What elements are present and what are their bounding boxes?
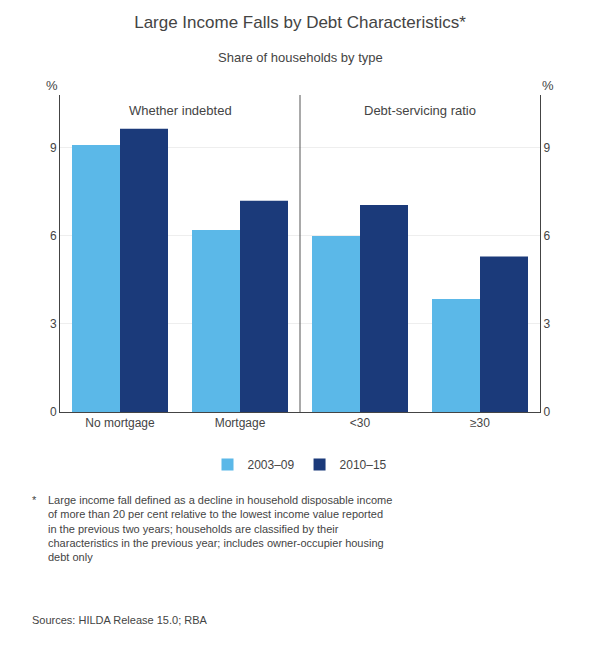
svg-text:Large income fall defined as a: Large income fall defined as a decline i… — [48, 494, 392, 563]
svg-text:9: 9 — [543, 141, 550, 155]
svg-text:Sources: HILDA Release 15.0; R: Sources: HILDA Release 15.0; RBA — [32, 614, 208, 626]
svg-text:Share of households by type: Share of households by type — [218, 50, 383, 65]
svg-text:3: 3 — [50, 317, 57, 331]
svg-text:%: % — [46, 78, 58, 93]
svg-text:0: 0 — [543, 405, 550, 419]
svg-text:6: 6 — [543, 229, 550, 243]
svg-text:*: * — [32, 494, 37, 506]
svg-text:0: 0 — [50, 405, 57, 419]
svg-text:Mortgage: Mortgage — [215, 416, 266, 430]
svg-text:9: 9 — [50, 141, 57, 155]
svg-text:≥30: ≥30 — [470, 416, 490, 430]
svg-text:<30: <30 — [350, 416, 371, 430]
svg-text:3: 3 — [543, 317, 550, 331]
svg-text:No mortgage: No mortgage — [85, 416, 155, 430]
svg-text:2010–15: 2010–15 — [340, 458, 387, 472]
svg-text:Whether indebted: Whether indebted — [129, 103, 232, 118]
svg-text:%: % — [542, 78, 554, 93]
svg-text:Large Income Falls by Debt Cha: Large Income Falls by Debt Characteristi… — [134, 13, 466, 32]
svg-text:6: 6 — [50, 229, 57, 243]
svg-text:Debt-servicing ratio: Debt-servicing ratio — [364, 103, 476, 118]
svg-text:2003–09: 2003–09 — [248, 458, 295, 472]
